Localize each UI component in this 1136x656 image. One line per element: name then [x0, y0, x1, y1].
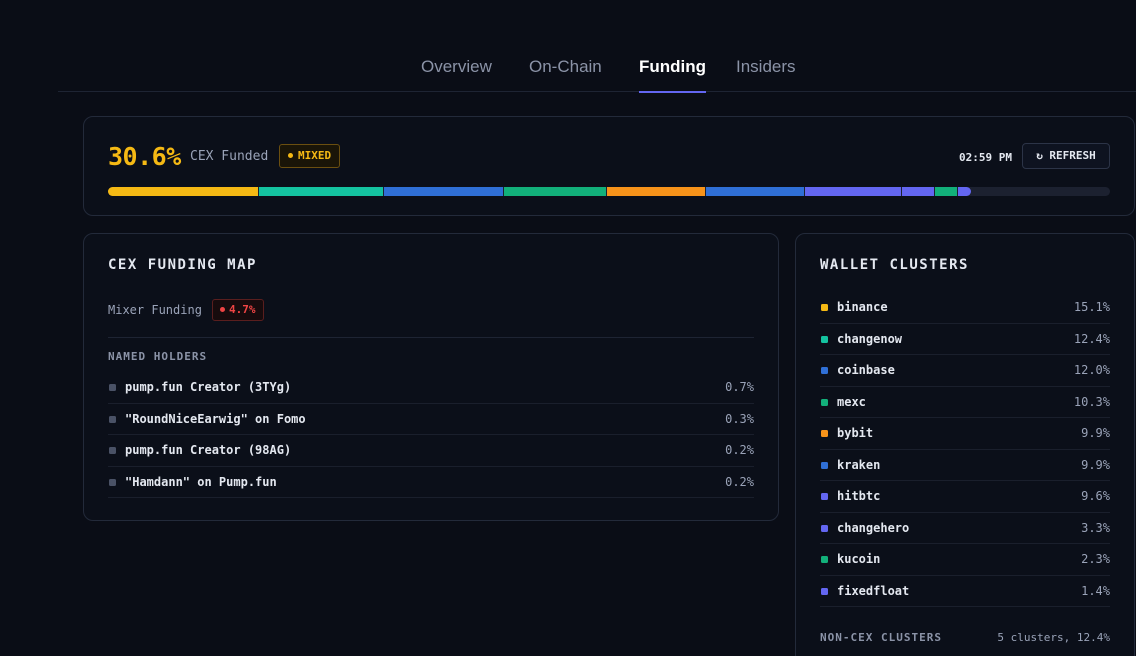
list-item[interactable]: "RoundNiceEarwig" on Fomo 0.3% [108, 404, 754, 435]
holder-value: 0.7% [725, 380, 754, 394]
section-title: WALLET CLUSTERS [820, 257, 969, 273]
holder-name: "RoundNiceEarwig" on Fomo [125, 411, 306, 426]
list-item[interactable]: kucoin 2.3% [820, 544, 1110, 576]
holder-value: 0.2% [725, 474, 754, 489]
list-item[interactable]: bybit 9.9% [820, 418, 1110, 450]
cluster-name: kucoin [837, 552, 881, 566]
bar-segment-coinbase [383, 187, 503, 196]
tab-on-chain[interactable]: On-Chain [529, 57, 602, 76]
square-icon [109, 415, 116, 423]
named-holders-list: pump.fun Creator (3TYg) 0.7% "RoundNiceE… [108, 372, 754, 498]
cluster-value: 1.4% [1081, 583, 1110, 598]
holder-name: "Hamdann" on Pump.fun [125, 474, 277, 489]
cluster-value: 12.0% [1073, 363, 1110, 377]
square-icon [821, 398, 828, 406]
cluster-name: mexc [837, 394, 866, 409]
mixer-funding-label: Mixer Funding [108, 303, 202, 317]
square-icon [821, 335, 828, 343]
cex-funded-label: CEX Funded [190, 149, 269, 164]
holder-value: 0.2% [725, 443, 754, 457]
square-icon [109, 447, 116, 454]
bar-segment-kucoin [934, 187, 957, 196]
list-item[interactable]: fixedfloat 1.4% [820, 576, 1110, 607]
cluster-name: changenow [837, 331, 903, 346]
cluster-name: fixedfloat [837, 583, 910, 598]
non-cex-clusters-label: NON-CEX CLUSTERS [820, 631, 942, 644]
holder-name: pump.fun Creator (98AG) [125, 443, 292, 457]
tab-funding[interactable]: Funding [639, 57, 707, 93]
refresh-button[interactable]: ↻ REFRESH [1022, 143, 1110, 169]
cluster-name: changehero [837, 520, 910, 535]
cluster-name: coinbase [837, 363, 895, 377]
cluster-name: bybit [837, 426, 874, 440]
cluster-name: hitbtc [837, 489, 881, 503]
square-icon [109, 384, 116, 391]
list-item[interactable]: kraken 9.9% [820, 450, 1110, 481]
status-badge: MIXED [279, 144, 341, 168]
cex-funding-map-card: CEX FUNDING MAP Mixer Funding 4.7% NAMED… [83, 233, 779, 521]
dot-icon [220, 306, 225, 312]
list-item[interactable]: hitbtc 9.6% [820, 481, 1110, 513]
bar-segment-binance [108, 187, 259, 196]
square-icon [821, 430, 828, 437]
dot-icon [288, 152, 293, 158]
list-item[interactable]: pump.fun Creator (3TYg) 0.7% [108, 372, 754, 404]
list-item[interactable]: changenow 12.4% [820, 324, 1110, 355]
tab-bar: Overview On-Chain Funding Insiders [58, 0, 1136, 93]
wallet-clusters-list: binance 15.1% changenow 12.4% coinbase 12.0% m… [820, 292, 1110, 607]
named-holders-title: NAMED HOLDERS [108, 350, 208, 363]
section-title: CEX FUNDING MAP [108, 257, 257, 273]
cluster-value: 9.9% [1081, 457, 1110, 472]
square-icon [821, 587, 828, 595]
square-icon [821, 304, 828, 311]
holder-name: pump.fun Creator (3TYg) [125, 380, 292, 394]
bar-segment-hitbtc [805, 187, 901, 196]
cluster-name: binance [837, 300, 888, 314]
holder-value: 0.3% [725, 411, 754, 426]
cluster-value: 15.1% [1073, 300, 1110, 314]
divider [108, 337, 754, 338]
square-icon [821, 556, 828, 563]
cex-funded-percent: 30.6% [108, 142, 181, 171]
status-badge-label: MIXED [298, 149, 332, 162]
square-icon [821, 461, 828, 469]
funding-distribution-bar [108, 187, 1110, 196]
tab-insiders[interactable]: Insiders [736, 57, 796, 76]
cluster-value: 3.3% [1081, 520, 1110, 535]
square-icon [821, 367, 828, 374]
square-icon [821, 524, 828, 532]
list-item[interactable]: "Hamdann" on Pump.fun 0.2% [108, 467, 754, 498]
cluster-value: 2.3% [1081, 552, 1110, 566]
list-item[interactable]: changehero 3.3% [820, 513, 1110, 544]
cluster-value: 9.9% [1081, 426, 1110, 440]
bar-segment-changenow [259, 187, 383, 196]
list-item[interactable]: pump.fun Creator (98AG) 0.2% [108, 435, 754, 467]
bar-segment-kraken [706, 187, 805, 196]
cluster-value: 9.6% [1081, 489, 1110, 503]
timestamp: 02:59 PM [959, 151, 1012, 164]
tab-overview[interactable]: Overview [421, 57, 492, 76]
cluster-name: kraken [837, 457, 881, 472]
cluster-value: 12.4% [1073, 331, 1110, 346]
cluster-value: 10.3% [1073, 394, 1110, 409]
bar-segment-bybit [606, 187, 706, 196]
square-icon [109, 478, 116, 486]
mixer-funding-badge: 4.7% [212, 299, 264, 321]
wallet-clusters-card: WALLET CLUSTERS binance 15.1% changenow 12.… [795, 233, 1135, 656]
funding-summary-card: 30.6% CEX Funded MIXED 02:59 PM ↻ REFRES… [83, 116, 1135, 216]
bar-segment-mexc [503, 187, 606, 196]
non-cex-clusters-value: 5 clusters, 12.4% [997, 631, 1110, 644]
list-item[interactable]: binance 15.1% [820, 292, 1110, 324]
bar-segment-fixedfloat [957, 187, 971, 196]
bar-segment-changehero [901, 187, 934, 196]
list-item[interactable]: mexc 10.3% [820, 387, 1110, 418]
square-icon [821, 493, 828, 500]
mixer-funding-value: 4.7% [229, 303, 256, 316]
list-item[interactable]: coinbase 12.0% [820, 355, 1110, 387]
